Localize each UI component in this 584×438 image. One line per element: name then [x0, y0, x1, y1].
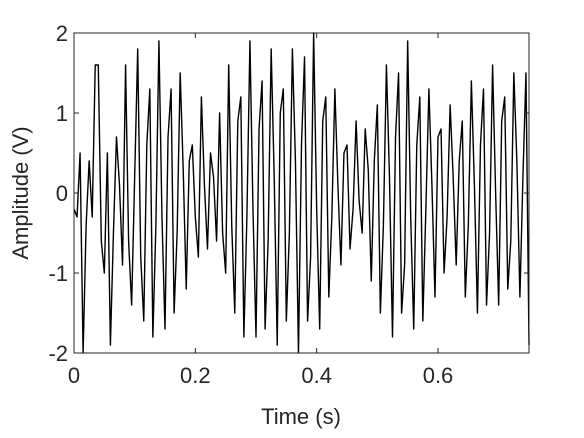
signal-line	[73, 32, 530, 354]
y-tick-label: -1	[48, 261, 68, 286]
y-axis-label: Amplitude (V)	[8, 126, 33, 259]
x-tick-label: 0.6	[423, 363, 454, 388]
y-tick-label: 2	[56, 21, 68, 46]
y-tick-label: 1	[56, 101, 68, 126]
x-tick-label: 0.2	[180, 363, 211, 388]
x-tick-label: 0.4	[301, 363, 332, 388]
x-tick-label: 0	[68, 363, 80, 388]
x-axis-label: Time (s)	[261, 404, 341, 429]
y-tick-label: -2	[48, 341, 68, 366]
y-tick-label: 0	[56, 181, 68, 206]
